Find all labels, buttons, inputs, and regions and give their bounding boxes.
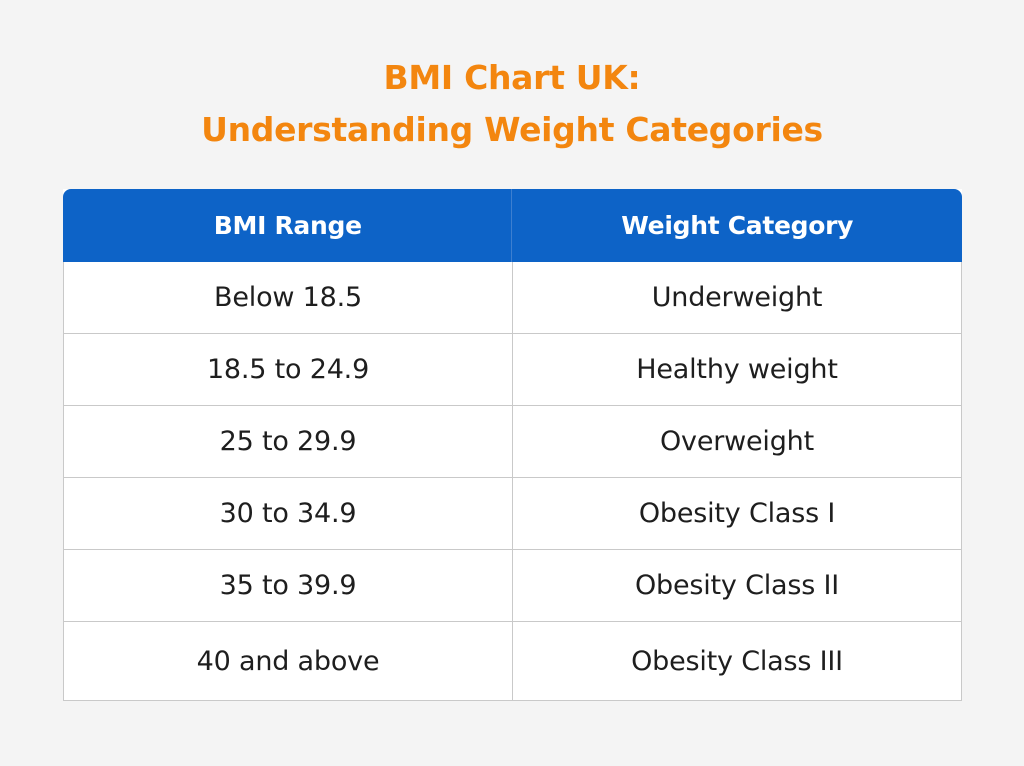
table-body: Below 18.5 Underweight 18.5 to 24.9 Heal…	[63, 262, 962, 701]
table-row: Below 18.5 Underweight	[64, 262, 961, 333]
table-row: 25 to 29.9 Overweight	[64, 405, 961, 477]
column-header-bmi-range: BMI Range	[213, 211, 362, 240]
weight-category-cell: Obesity Class III	[631, 645, 843, 677]
column-header-weight-category: Weight Category	[621, 211, 854, 240]
table-row: 18.5 to 24.9 Healthy weight	[64, 333, 961, 405]
weight-category-cell: Healthy weight	[636, 354, 838, 385]
weight-category-cell: Underweight	[651, 282, 823, 313]
bmi-range-cell: Below 18.5	[64, 262, 513, 333]
bmi-range-cell: 18.5 to 24.9	[64, 334, 513, 405]
chart-title-line-2: Understanding Weight Categories	[201, 110, 823, 149]
weight-category-cell: Overweight	[660, 426, 814, 457]
table-row: 35 to 39.9 Obesity Class II	[64, 549, 961, 621]
table-row: 40 and above Obesity Class III	[64, 621, 961, 700]
weight-category-cell: Obesity Class II	[634, 570, 840, 601]
chart-title-line-1: BMI Chart UK:	[383, 58, 641, 97]
header-divider	[511, 189, 512, 262]
table-header: BMI Range Weight Category	[63, 189, 962, 262]
table-row: 30 to 34.9 Obesity Class I	[64, 477, 961, 549]
bmi-table: BMI Range Weight Category Below 18.5 Und…	[63, 189, 962, 701]
chart-title: BMI Chart UK: Understanding Weight Categ…	[0, 52, 1024, 156]
bmi-range-cell: 35 to 39.9	[64, 550, 513, 621]
weight-category-cell: Obesity Class I	[638, 498, 836, 529]
bmi-range-cell: 30 to 34.9	[64, 478, 513, 549]
bmi-range-cell: 25 to 29.9	[64, 406, 513, 477]
bmi-range-cell: 40 and above	[64, 622, 513, 700]
